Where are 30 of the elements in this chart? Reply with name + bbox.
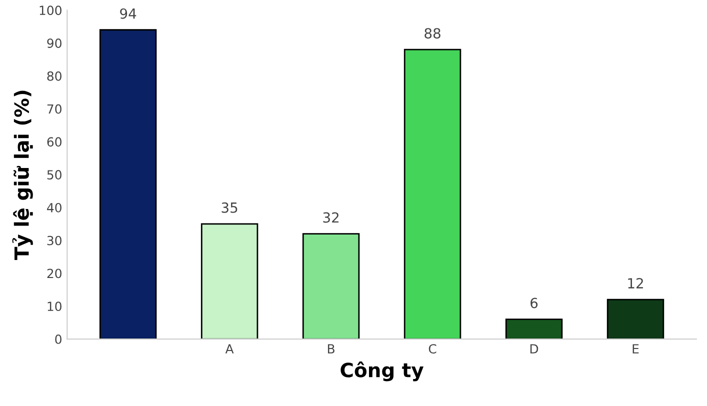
- x-tick-label: D: [530, 344, 538, 354]
- y-tick-label: 20: [47, 268, 62, 278]
- y-tick-label: 40: [47, 202, 62, 212]
- y-tick-label: 0: [55, 334, 62, 344]
- bar: [606, 298, 664, 340]
- data-label: 32: [323, 212, 338, 223]
- y-tick-label: 10: [48, 302, 62, 312]
- bar: [99, 29, 157, 340]
- y-tick-label: 100: [40, 6, 62, 16]
- data-label: 94: [120, 8, 136, 19]
- data-label: 6: [530, 298, 538, 308]
- bar: [505, 318, 563, 340]
- x-tick-label: B: [328, 344, 334, 354]
- y-tick-label: 80: [47, 71, 62, 81]
- bar: [200, 223, 258, 340]
- bar: [302, 233, 360, 340]
- data-label: 12: [628, 278, 643, 288]
- y-axis-title: Tỷ lệ giữ lại (%): [12, 90, 33, 260]
- data-label: 35: [222, 202, 238, 213]
- y-tick-label: 30: [47, 236, 62, 246]
- x-tick-label: A: [225, 344, 234, 354]
- y-tick-label: 50: [47, 170, 62, 180]
- y-tick-label: 70: [47, 104, 62, 114]
- x-tick-label: C: [428, 344, 436, 354]
- y-tick-label: 60: [47, 137, 62, 147]
- bar: [404, 48, 462, 340]
- data-label: 88: [424, 28, 440, 39]
- x-tick-label: E: [632, 344, 639, 354]
- x-axis-title: Công ty: [340, 362, 424, 382]
- y-tick-label: 90: [47, 38, 62, 48]
